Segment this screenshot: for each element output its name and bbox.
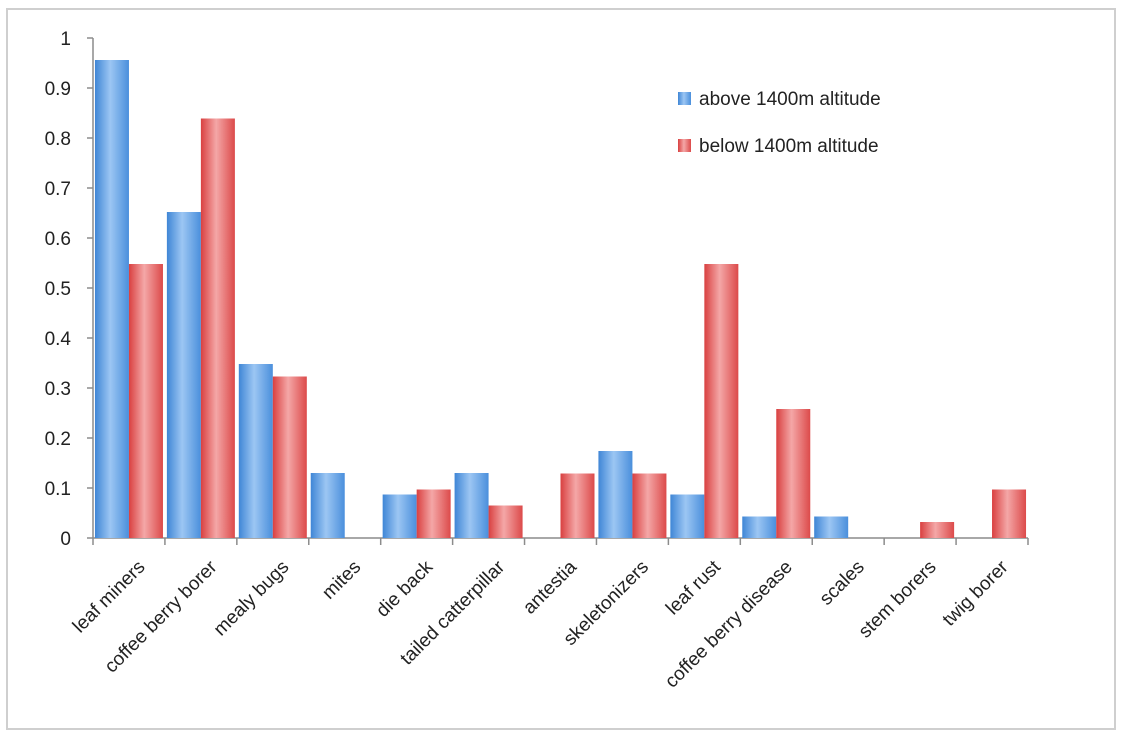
bar-above-8 [670,494,705,538]
x-tick-label: mealy bugs [210,557,294,641]
y-tick-label: 0.4 [45,329,72,350]
bar-below-8 [704,264,739,538]
bar-below-12 [992,489,1027,538]
bar-below-2 [272,376,307,538]
x-tick-label: mites [318,557,365,604]
x-tick-label: scales [816,557,869,610]
bar-above-1 [166,212,201,538]
bar-above-9 [742,516,777,538]
y-tick-label: 0.3 [45,379,71,400]
bar-below-5 [488,505,523,538]
bar-above-5 [454,473,489,538]
y-tick-label: 0.7 [45,179,71,200]
legend-swatch [678,92,691,105]
x-tick-label: twig borer [939,556,1013,630]
bar-below-7 [632,473,667,538]
y-tick-label: 0.2 [45,429,71,450]
bar-below-4 [416,489,451,538]
x-tick-label: antestia [519,556,581,618]
bar-below-11 [920,522,955,538]
x-tick-label: leaf rust [662,556,725,619]
bar-above-2 [238,364,273,538]
y-tick-label: 0.8 [45,129,71,150]
bar-below-9 [776,409,811,538]
legend: above 1400m altitude below 1400m altitude [678,89,881,157]
x-tick-label: die back [372,556,437,621]
bar-below-0 [128,264,163,538]
bar-below-6 [560,473,595,538]
bar-below-1 [200,118,235,538]
y-tick-label: 1 [60,29,71,50]
bars-layer [94,60,1027,538]
x-tick-label: coffee berry disease [661,557,797,693]
y-tick-label: 0.6 [45,229,71,250]
y-tick-label: 0 [60,529,71,550]
bar-above-4 [382,494,417,538]
y-tick-label: 0.1 [45,479,71,500]
legend-label: below 1400m altitude [699,136,879,157]
bar-above-3 [310,473,345,538]
legend-label: above 1400m altitude [699,89,881,110]
bar-above-7 [598,451,633,538]
legend-swatch [678,139,691,152]
bar-above-10 [814,516,849,538]
x-tick-label: stem borers [855,557,941,643]
y-tick-label: 0.9 [45,79,71,100]
bar-above-0 [94,60,129,538]
y-tick-label: 0.5 [45,279,71,300]
